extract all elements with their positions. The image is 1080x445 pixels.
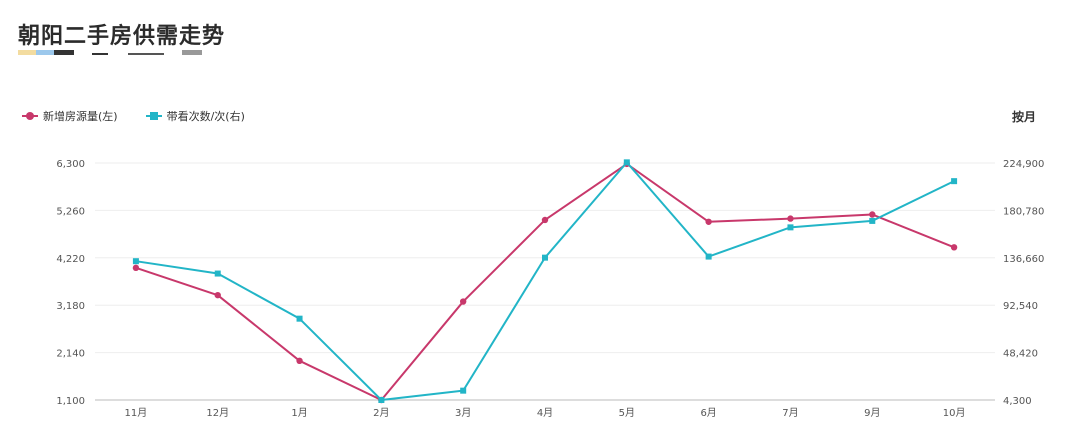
data-point [541,216,549,224]
x-tick-label: 10月 [943,407,966,419]
y-left-tick-label: 4,220 [56,254,85,265]
title-decoration [54,50,74,55]
legend-label: 新增房源量(左) [43,110,118,123]
x-tick-label: 3月 [455,407,471,419]
data-point [950,244,958,251]
y-right-tick-label: 224,900 [1003,159,1044,170]
data-point [787,215,794,222]
x-tick-label: 2月 [373,407,389,419]
y-right-tick-label: 4,300 [1003,396,1032,407]
data-point [296,315,303,322]
series-line-right [135,161,955,401]
data-point [869,217,876,224]
data-point [542,254,548,261]
x-tick-label: 1月 [291,407,307,419]
x-tick-label: 11月 [125,407,148,419]
y-left-tick-label: 1,100 [56,396,85,407]
data-point [951,178,958,185]
x-tick-label: 9月 [864,407,880,419]
data-point [214,291,221,299]
legend-swatch [22,112,38,120]
data-point [623,159,630,166]
data-point [705,218,712,225]
title-decoration [36,50,54,55]
period-label: 按月 [1011,110,1036,124]
data-point [132,258,139,265]
x-tick-label: 6月 [700,407,716,419]
y-left-tick-label: 2,140 [56,349,85,360]
data-point [705,253,712,260]
data-point [214,270,221,277]
data-point [459,298,467,305]
legend-swatch [145,112,162,120]
data-point [296,357,303,365]
series-line-left [135,162,955,401]
y-left-tick-label: 5,260 [56,206,85,217]
page-title: 朝阳二手房供需走势 [18,24,226,49]
title-decoration [92,53,108,55]
x-tick-label: 12月 [206,407,229,419]
chart-legend: 新增房源量(左) 带看次数/次(右) [22,108,245,124]
data-point [132,264,140,272]
y-right-tick-label: 180,780 [1003,206,1044,217]
data-point [787,224,794,231]
data-point [869,211,876,218]
title-decoration [18,50,36,55]
title-decoration [128,53,164,55]
y-right-tick-label: 92,540 [1003,301,1038,312]
y-left-tick-label: 3,180 [56,301,85,312]
data-point [460,387,467,394]
x-tick-label: 4月 [537,407,553,419]
data-point [378,397,385,403]
legend-item-left-series[interactable]: 新增房源量(左) [22,108,118,124]
x-tick-label: 7月 [782,407,798,419]
y-left-tick-label: 6,300 [56,159,85,170]
legend-label: 带看次数/次(右) [166,110,245,123]
y-right-tick-label: 136,660 [1003,254,1044,265]
legend-item-right-series[interactable]: 带看次数/次(右) [145,108,245,124]
title-decoration [182,50,202,55]
x-tick-label: 5月 [619,407,635,419]
y-right-tick-label: 48,420 [1003,349,1038,360]
